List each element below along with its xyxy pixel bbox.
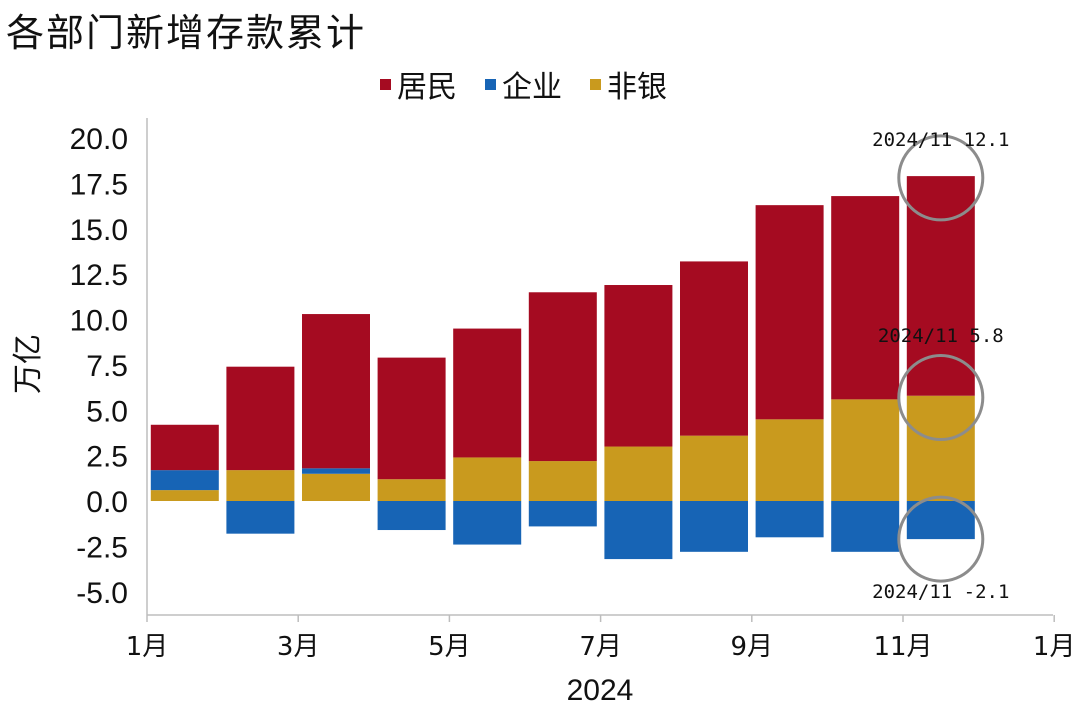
bar-segment	[453, 457, 522, 501]
y-tick-label: 5.0	[86, 395, 128, 428]
bar-segment	[226, 501, 295, 534]
bar-segment	[755, 205, 824, 420]
bar-segment	[604, 285, 673, 447]
annotation-circle	[897, 354, 985, 442]
x-tick-label: 1月	[126, 632, 169, 662]
bar-segment	[150, 470, 219, 491]
bar-segment	[528, 292, 597, 462]
bar-segment	[831, 196, 900, 400]
x-tick-label: 11月	[873, 632, 932, 662]
bar-segment	[680, 435, 748, 501]
bar-segment	[680, 261, 748, 436]
bar-segment	[150, 424, 219, 471]
annotation-circle	[897, 495, 985, 583]
y-tick-label: -2.5	[76, 531, 128, 564]
chart-title: 各部门新增存款累计	[6, 11, 367, 55]
bar-segment	[604, 446, 673, 501]
x-tick-label: 7月	[579, 632, 622, 662]
bar-segment	[377, 479, 446, 501]
legend-label-enterprise: 企业	[502, 70, 562, 105]
bar-segment	[906, 395, 975, 501]
y-axis-title: 万亿	[12, 334, 45, 394]
bar-segment	[377, 357, 446, 480]
legend: 居民 企业 非银	[380, 62, 667, 106]
legend-swatch-resident	[380, 78, 391, 90]
bar-segment	[528, 501, 597, 527]
bar-segment	[528, 461, 597, 501]
bar-segment	[453, 328, 522, 458]
bar-segment	[453, 501, 522, 545]
bar-segment	[377, 501, 446, 531]
y-tick-label: 15.0	[70, 214, 128, 247]
y-tick-label: 12.5	[70, 259, 128, 292]
y-tick-label: 17.5	[70, 168, 128, 201]
x-tick-label: 5月	[428, 632, 471, 662]
annotation-label: 2024/11 -2.1	[872, 581, 1009, 603]
y-tick-label: 2.5	[86, 441, 128, 474]
bar-segment	[831, 399, 900, 501]
bar-segment	[226, 366, 295, 471]
bar-segment	[755, 419, 824, 501]
y-tick-label: -5.0	[76, 577, 128, 610]
annotation-label: 2024/11 12.1	[872, 129, 1009, 151]
legend-item-enterprise: 企业	[485, 62, 562, 106]
bar-segment	[226, 470, 295, 501]
x-axis-title: 2024	[567, 674, 634, 706]
annotation-circle	[897, 134, 985, 222]
legend-label-resident: 居民	[397, 70, 457, 105]
legend-swatch-nonbank	[590, 78, 601, 90]
y-tick-label: 20.0	[70, 123, 128, 156]
bar-segment	[150, 490, 219, 501]
bar-segment	[906, 501, 975, 540]
bar-segment	[604, 501, 673, 560]
y-tick-label: 7.5	[86, 350, 128, 383]
bar-segment	[302, 473, 370, 501]
bar-segment	[680, 501, 748, 552]
y-tick-label: 0.0	[86, 486, 128, 519]
bar-segment	[755, 501, 824, 538]
bar-segment	[302, 468, 370, 474]
x-tick-label: 1月	[1033, 632, 1076, 662]
x-tick-label: 3月	[277, 632, 320, 662]
bar-segment	[831, 501, 900, 552]
legend-swatch-enterprise	[485, 78, 496, 90]
y-tick-label: 10.0	[70, 305, 128, 338]
bar-segment	[302, 314, 370, 469]
legend-item-resident: 居民	[380, 62, 457, 106]
x-tick-label: 9月	[731, 632, 774, 662]
annotation-label: 2024/11 5.8	[878, 325, 1004, 347]
legend-label-nonbank: 非银	[607, 70, 667, 105]
legend-item-nonbank: 非银	[590, 62, 667, 106]
